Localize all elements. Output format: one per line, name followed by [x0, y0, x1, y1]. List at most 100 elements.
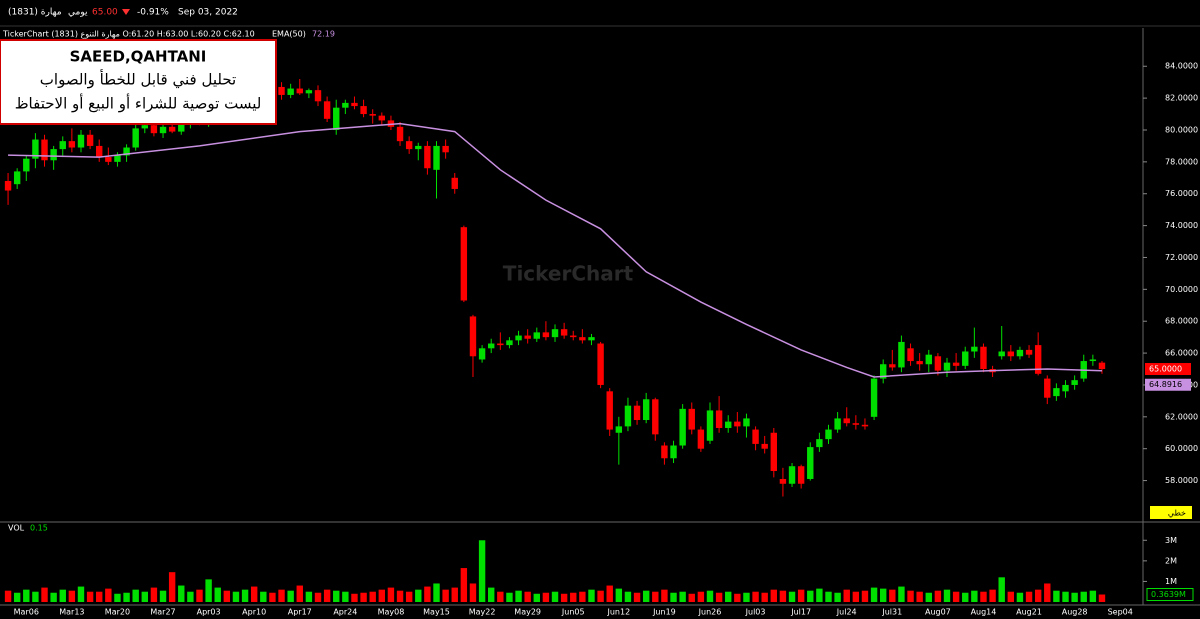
x-tick-label: Jun19 [652, 608, 676, 617]
volume-bar [861, 590, 869, 602]
volume-bar [105, 588, 112, 602]
last-volume: 0.3639M [1151, 590, 1186, 599]
candle-body [396, 126, 404, 142]
candle-body [980, 346, 987, 370]
candle-body [642, 399, 650, 421]
volume-bar [779, 590, 787, 602]
plot: 58.000060.000062.000064.000066.000068.00… [4, 61, 1198, 617]
candle-body [1053, 388, 1060, 397]
volume-bar [761, 592, 768, 602]
candle-body [132, 128, 139, 148]
volume-bar [661, 589, 668, 602]
volume-bar [497, 591, 504, 602]
candle-body [998, 351, 1005, 357]
candle-body [351, 102, 358, 107]
candle-body [1025, 349, 1033, 355]
volume-bar [223, 590, 231, 602]
candle-body [889, 364, 896, 368]
volume-bar [196, 589, 203, 602]
volume-bar [560, 593, 568, 602]
volume-bar [916, 591, 923, 602]
candle-body [1007, 351, 1015, 357]
y-tick-label: 66.0000 [1165, 349, 1198, 358]
volume-bar [232, 591, 240, 602]
y-tick-label: 80.0000 [1165, 125, 1198, 134]
candle-body [1062, 384, 1069, 392]
volume-tick-label: 2M [1165, 556, 1177, 565]
candle-body [68, 141, 76, 148]
x-tick-label: May29 [514, 608, 541, 617]
last-price-box [1145, 363, 1191, 376]
candle-body [451, 177, 458, 189]
candle-body [4, 180, 12, 191]
style-button[interactable] [1150, 506, 1192, 519]
volume-bar [898, 586, 905, 602]
candle-body [633, 405, 641, 421]
candle-body [816, 439, 823, 448]
ema-line [8, 122, 1103, 378]
volume-bar [23, 589, 30, 602]
period: يومي [68, 8, 88, 18]
volume-bar [369, 591, 376, 602]
annotation-box [0, 39, 277, 125]
volume-bar [13, 592, 21, 602]
volume-bar [1089, 590, 1097, 602]
candle-body [542, 332, 550, 338]
y-tick-label: 82.0000 [1165, 94, 1198, 103]
volume-bar [214, 587, 221, 602]
candle-body [797, 466, 805, 484]
candle-body [652, 399, 659, 435]
candle-body [962, 351, 969, 366]
volume-bar [168, 572, 176, 602]
volume-bar [1034, 589, 1042, 602]
candle-body [278, 86, 285, 95]
candle-body [679, 408, 686, 446]
volume-bar [642, 590, 650, 602]
x-tick-label: Aug07 [925, 608, 951, 617]
x-tick-label: Jun05 [561, 608, 585, 617]
style-button-label[interactable]: خطي [1168, 509, 1186, 518]
x-tick-label: Mar20 [105, 608, 130, 617]
y-tick-label: 74.0000 [1165, 221, 1198, 230]
volume-bar [241, 589, 249, 602]
x-tick-label: Jul31 [881, 608, 902, 617]
volume-bar [870, 587, 878, 602]
volume-scale: 0.15 [30, 524, 48, 533]
volume-bar [260, 591, 267, 602]
candle-body [807, 447, 814, 479]
x-tick-label: Jul03 [745, 608, 766, 617]
volume-bar [187, 591, 194, 602]
candle-body [369, 114, 376, 116]
x-tick-label: May08 [378, 608, 405, 617]
candle-body [460, 227, 468, 301]
volume-bar [351, 593, 358, 602]
volume-bar [360, 592, 367, 602]
volume-bar [633, 592, 641, 602]
volume-bar [852, 591, 860, 602]
volume-bar [68, 590, 76, 602]
candle-body [971, 346, 978, 352]
volume-bar [889, 589, 896, 602]
candle-body [1089, 359, 1097, 362]
volume-bar [1080, 591, 1087, 602]
candle-body [597, 343, 604, 385]
volume-bar [96, 591, 103, 602]
candle-body [23, 158, 30, 172]
candle-body [59, 141, 66, 150]
volume-bar [679, 591, 686, 602]
ema-value: 72.19 [312, 30, 335, 39]
volume-bar [469, 583, 477, 602]
candle-body [570, 335, 577, 338]
candle-body [433, 145, 440, 170]
volume-bar [305, 591, 313, 602]
x-tick-label: Aug21 [1016, 608, 1042, 617]
candle-body [579, 337, 586, 341]
candle-body [1098, 362, 1106, 370]
info: TickerChart (1831) مهارة التنوع O:61.20 … [2, 30, 255, 39]
candle-body [178, 123, 185, 132]
candle-body [123, 147, 130, 156]
candle-body [879, 364, 887, 379]
candle-body [488, 343, 495, 349]
volume-bar [415, 589, 422, 602]
volume-bar [451, 587, 458, 602]
